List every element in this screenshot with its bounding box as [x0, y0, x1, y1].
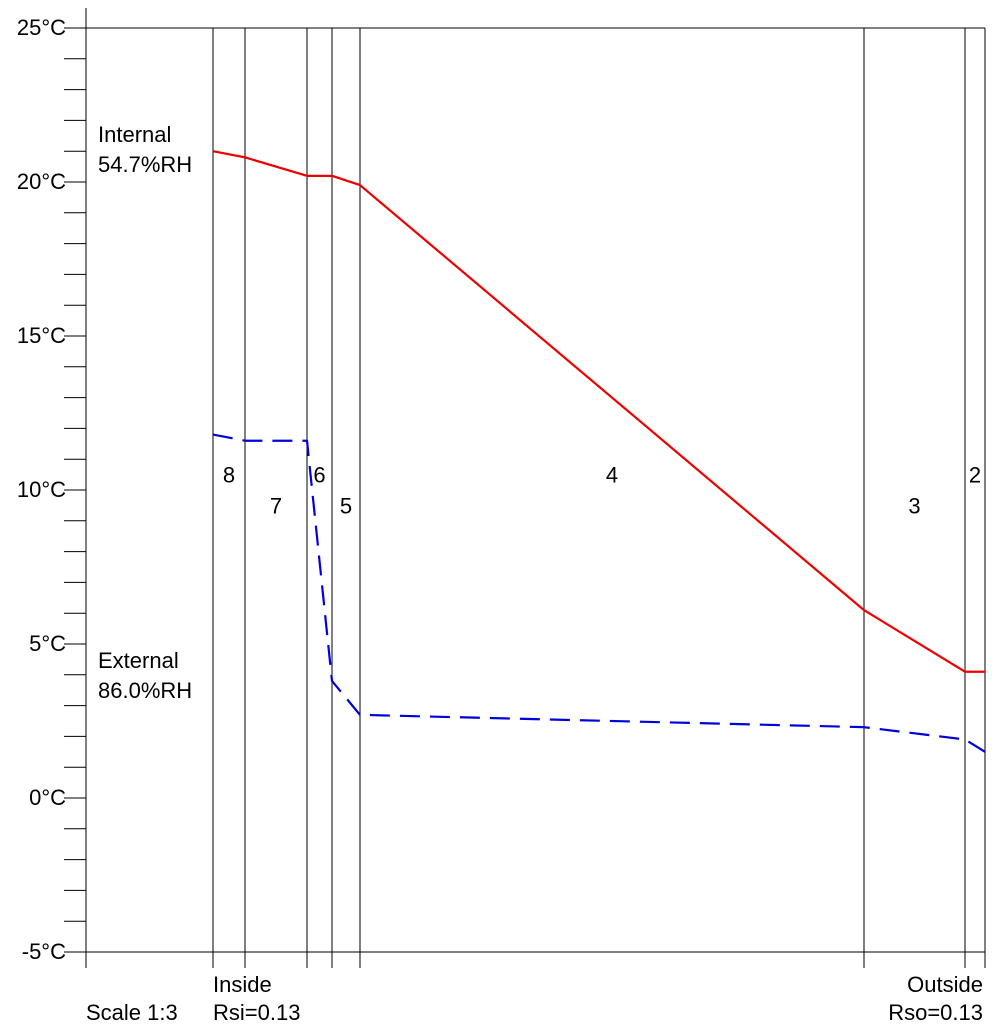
layer-boundaries: [212, 28, 986, 968]
y-tick-label: 15°C: [17, 323, 66, 348]
y-tick-label: 0°C: [29, 785, 66, 810]
dewpoint-line: [212, 433, 986, 753]
layer-label: 8: [223, 463, 235, 488]
y-tick-label: -5°C: [22, 939, 66, 964]
layer-label: 5: [340, 493, 352, 518]
y-tick-label: 25°C: [17, 15, 66, 40]
temperature-line: [212, 150, 985, 673]
internal-label: Internal: [98, 122, 171, 147]
scale-label: Scale 1:3: [86, 1000, 178, 1025]
series-lines: [212, 150, 986, 753]
y-tick-label: 5°C: [29, 631, 66, 656]
layer-label: 4: [606, 463, 618, 488]
layer-label: 6: [313, 463, 325, 488]
y-tick-label: 20°C: [17, 169, 66, 194]
outside-label: Outside: [907, 972, 983, 997]
inside-label: Inside: [213, 972, 272, 997]
layer-labels: 8 7 65 4 3 2: [223, 463, 981, 519]
external-label: External: [98, 648, 179, 673]
rsi-label: Rsi=0.13: [213, 1000, 300, 1025]
y-tick-label: 10°C: [17, 477, 66, 502]
layer-label: 2: [969, 463, 981, 488]
layer-label: 3: [908, 493, 920, 518]
internal-rh: 54.7%RH: [98, 152, 192, 177]
rso-label: Rso=0.13: [888, 1000, 983, 1025]
y-axis: 25°C 20°C 15°C 10°C 5°C 0°C -5°C: [17, 8, 985, 968]
external-rh: 86.0%RH: [98, 678, 192, 703]
layer-label: 7: [270, 493, 282, 518]
